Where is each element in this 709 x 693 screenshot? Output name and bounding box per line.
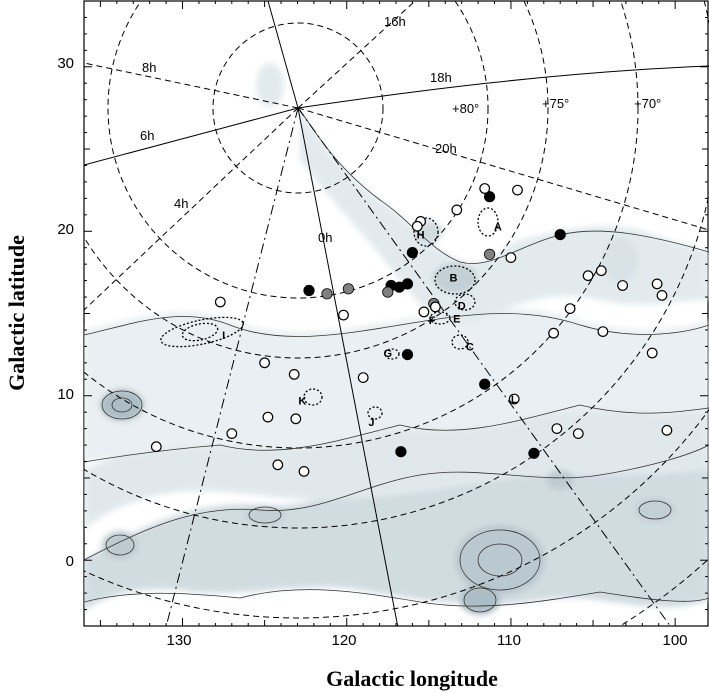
open-source-marker (582, 270, 594, 282)
open-source-marker (418, 306, 430, 318)
axis-ticks (84, 1, 708, 626)
open-source-marker (357, 372, 369, 384)
y-tick-label: 10 (57, 386, 74, 403)
region-label: C (466, 341, 474, 353)
y-tick-label: 0 (66, 553, 74, 570)
region-label: D (458, 300, 466, 312)
open-source-marker (150, 441, 162, 453)
ra-label: 20h (435, 141, 457, 156)
open-source-marker (214, 296, 226, 308)
ra-label: 18h (430, 70, 452, 85)
gray-source-marker (483, 248, 496, 260)
open-source-marker (508, 393, 520, 405)
filled-source-marker (303, 284, 315, 297)
ra-grid (84, 1, 709, 626)
open-source-marker (646, 347, 658, 359)
gray-source-marker (342, 283, 354, 295)
region-label: H (417, 230, 425, 242)
gray-source-marker (321, 288, 333, 300)
ra-label: 8h (142, 60, 156, 75)
region-label: B (450, 272, 458, 284)
region-label: G (384, 348, 393, 360)
region-label: A (494, 221, 502, 233)
open-source-marker (572, 428, 584, 440)
open-source-marker (651, 278, 663, 290)
open-source-marker (259, 357, 271, 369)
filled-source-marker (528, 447, 540, 459)
open-source-marker (564, 303, 576, 315)
dec-label: +80° (452, 101, 479, 116)
dust-map (84, 63, 709, 615)
y-axis-label: Galactic latitude (4, 235, 29, 391)
x-tick-label: 130 (166, 632, 191, 649)
open-source-marker (272, 459, 284, 471)
filled-source-marker (554, 229, 566, 241)
region-label: L (511, 394, 518, 406)
ra-label: 6h (140, 128, 154, 143)
open-source-marker (597, 326, 609, 338)
open-source-marker (479, 183, 491, 194)
open-source-marker (290, 413, 302, 425)
x-tick-label: 100 (662, 632, 687, 649)
ra-label: 4h (174, 196, 188, 211)
open-source-marker (411, 220, 423, 232)
region-labels: A B C DE F G H I J K L (222, 221, 518, 429)
open-source-marker (451, 204, 463, 216)
y-tick-label: 30 (57, 55, 74, 72)
open-source-marker (430, 301, 441, 313)
open-source-marker (617, 280, 628, 291)
open-source-marker (551, 423, 563, 435)
open-source-marker (548, 327, 559, 339)
open-source-marker (595, 265, 607, 277)
filled-source-marker (479, 378, 491, 390)
x-tick-label: 120 (331, 632, 356, 649)
source-markers (150, 183, 673, 477)
ra-label: 0h (318, 230, 332, 245)
filled-source-marker (483, 191, 496, 203)
x-tick-label: 110 (497, 632, 521, 649)
region-outlines (160, 207, 499, 420)
dec-label: +75° (542, 96, 569, 111)
region-label: K (298, 396, 306, 408)
filled-source-marker (406, 247, 418, 259)
x-axis-label: Galactic longitude (326, 666, 498, 691)
open-source-marker (505, 252, 517, 264)
dec-label: +70° (634, 96, 661, 111)
filled-source-marker (401, 348, 414, 361)
open-source-marker (661, 424, 673, 436)
open-source-marker (298, 466, 310, 477)
open-source-marker (226, 428, 238, 440)
y-tick-label: 20 (57, 221, 74, 238)
region-label: E (453, 313, 460, 325)
region-label: I (222, 330, 225, 342)
gray-source-marker (382, 286, 394, 298)
open-source-marker (288, 369, 300, 380)
grid-labels: 16h 8h 18h 6h 20h 4h 0h +80° +75° +70° (140, 14, 661, 245)
contour-lines (84, 109, 709, 613)
filled-source-marker (401, 278, 414, 290)
open-source-marker (262, 411, 274, 423)
filled-source-marker (395, 446, 407, 458)
region-label: J (368, 417, 374, 429)
region-label: F (429, 315, 436, 327)
open-source-marker (512, 184, 523, 196)
ra-label: 16h (384, 14, 406, 29)
open-source-marker (656, 290, 668, 301)
open-source-marker (338, 309, 349, 321)
